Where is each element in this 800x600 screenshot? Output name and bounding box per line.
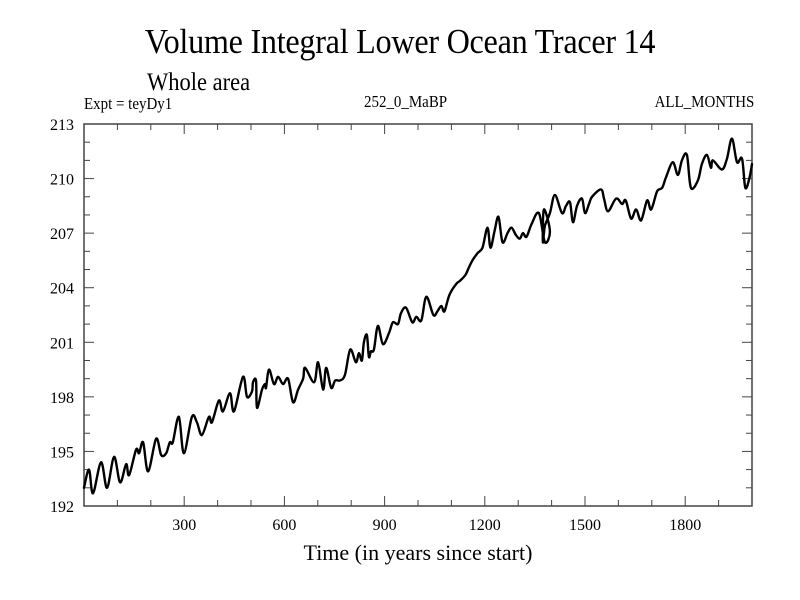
x-tick-label: 1200 [469, 517, 501, 534]
x-tick-label: 900 [373, 517, 397, 534]
x-axis-title: Time (in years since start) [304, 540, 533, 565]
axes: 300 600 900 1200 1500 1800 192 195 198 201 204 207 2… [50, 117, 753, 534]
chart-subtitle: Whole area [147, 69, 251, 96]
months-label: ALL_MONTHS [654, 92, 754, 111]
y-tick-label: 207 [50, 226, 74, 243]
y-tick-label: 195 [50, 444, 74, 461]
y-tick-label: 204 [50, 281, 74, 298]
series-line [82, 137, 754, 495]
y-tick-label: 198 [50, 390, 74, 407]
run-label: 252_0_MaBP [364, 92, 448, 111]
x-tick-label: 300 [172, 517, 196, 534]
plot-area [82, 137, 754, 495]
x-tick-label: 1500 [569, 517, 601, 534]
experiment-label: Expt = teyDy1 [84, 94, 173, 113]
plot-frame [83, 123, 753, 507]
chart-title: Volume Integral Lower Ocean Tracer 14 [144, 22, 656, 61]
y-tick-label: 192 [50, 499, 74, 516]
x-tick-label: 600 [272, 517, 296, 534]
y-tick-label: 210 [50, 172, 74, 189]
y-tick-label: 201 [50, 335, 74, 352]
x-tick-label: 1800 [669, 517, 701, 534]
y-tick-label: 213 [50, 117, 74, 134]
